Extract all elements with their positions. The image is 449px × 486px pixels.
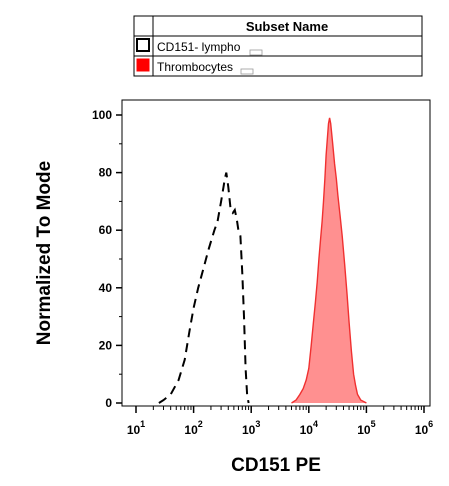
y-tick-label: 40 <box>99 281 113 295</box>
legend-swatch-thrombocytes <box>136 58 150 72</box>
series-line-cd151-lympho <box>158 172 250 404</box>
legend-frame <box>133 15 423 77</box>
y-tick-label: 80 <box>99 166 113 180</box>
x-tick-label: 105 <box>357 419 375 437</box>
legend-label-thrombocytes: Thrombocytes <box>157 60 233 74</box>
legend-swatch-lympho <box>136 38 150 52</box>
legend: Subset Name CD151- lympho Thrombocytes <box>133 15 423 77</box>
legend-label-lympho: CD151- lympho <box>157 40 241 54</box>
y-tick-label: 20 <box>99 338 113 352</box>
axis-layer: 0 20 40 60 80 100 101 102 103 104 105 106 <box>92 108 433 437</box>
legend-marker-thrombocytes <box>240 68 254 75</box>
y-tick-label: 100 <box>92 108 112 122</box>
y-axis-label: Normalized To Mode <box>34 161 55 345</box>
series-line-thrombocytes <box>291 117 367 404</box>
y-tick-label: 0 <box>105 396 112 410</box>
x-tick-label: 101 <box>127 419 145 437</box>
x-tick-label: 104 <box>300 419 318 437</box>
plot-frame <box>121 99 431 407</box>
legend-header: Subset Name <box>246 19 328 34</box>
series-area-thrombocytes <box>291 117 367 404</box>
x-axis-label: CD151 PE <box>231 455 321 476</box>
x-tick-label: 106 <box>415 419 433 437</box>
x-tick-label: 103 <box>242 419 260 437</box>
y-tick-label: 60 <box>99 223 113 237</box>
legend-marker-lympho <box>249 49 263 56</box>
series-layer <box>158 117 367 404</box>
x-tick-label: 102 <box>184 419 202 437</box>
